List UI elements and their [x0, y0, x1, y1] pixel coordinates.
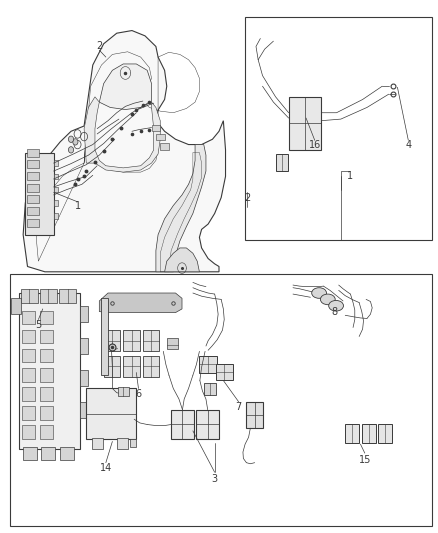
Text: 4: 4	[405, 140, 411, 150]
Polygon shape	[23, 30, 226, 272]
Bar	[378, 424, 392, 442]
Bar	[86, 389, 136, 439]
Bar	[25, 152, 53, 235]
Bar	[196, 410, 219, 439]
Circle shape	[68, 136, 74, 142]
Bar	[345, 424, 359, 442]
Bar	[59, 289, 76, 303]
Bar	[19, 293, 80, 449]
Bar	[167, 338, 178, 349]
Bar	[160, 143, 169, 150]
Bar	[171, 410, 194, 439]
Bar	[80, 370, 88, 386]
Bar	[204, 383, 216, 395]
Bar	[40, 425, 53, 439]
Bar	[276, 154, 288, 171]
Bar	[53, 214, 58, 219]
Text: 1: 1	[74, 200, 81, 211]
Bar	[22, 349, 35, 362]
Polygon shape	[99, 293, 182, 313]
Text: 7: 7	[236, 402, 242, 412]
Bar	[143, 330, 159, 351]
Bar	[92, 438, 103, 449]
Text: 14: 14	[100, 463, 112, 473]
Text: 8: 8	[331, 306, 337, 317]
Polygon shape	[156, 144, 206, 272]
Bar	[40, 368, 53, 382]
Bar	[104, 330, 120, 351]
Bar	[80, 402, 88, 418]
Bar	[118, 387, 129, 397]
Bar	[40, 406, 53, 419]
Bar	[289, 97, 321, 150]
Polygon shape	[130, 439, 136, 447]
Bar	[60, 447, 74, 460]
Ellipse shape	[328, 301, 343, 311]
Bar	[362, 424, 376, 442]
Text: 15: 15	[359, 455, 371, 465]
Bar	[27, 172, 39, 180]
Bar	[10, 274, 432, 526]
Bar	[27, 184, 39, 192]
Bar	[11, 298, 21, 314]
Bar	[53, 200, 58, 206]
Circle shape	[73, 139, 78, 145]
Bar	[40, 329, 53, 343]
Bar	[22, 329, 35, 343]
Bar	[21, 289, 38, 303]
Bar	[123, 356, 140, 377]
Bar	[143, 356, 159, 377]
Bar	[22, 425, 35, 439]
Bar	[53, 187, 58, 192]
Bar	[27, 196, 39, 204]
Text: 5: 5	[35, 320, 42, 330]
Text: 16: 16	[309, 140, 321, 150]
Text: 9: 9	[110, 344, 116, 354]
Bar	[156, 134, 165, 140]
Bar	[247, 402, 263, 428]
Ellipse shape	[321, 294, 335, 305]
Bar	[27, 219, 39, 227]
Bar	[22, 387, 35, 401]
Polygon shape	[84, 97, 160, 172]
Polygon shape	[99, 64, 152, 110]
Bar	[22, 368, 35, 382]
Text: 1: 1	[346, 172, 353, 181]
Polygon shape	[165, 248, 199, 272]
Text: 2: 2	[244, 192, 251, 203]
Bar	[40, 349, 53, 362]
Text: 3: 3	[212, 474, 218, 483]
Bar	[117, 438, 127, 449]
Bar	[199, 356, 217, 373]
Bar	[245, 17, 432, 240]
Bar	[215, 364, 233, 381]
Text: 6: 6	[135, 389, 141, 399]
Bar	[42, 447, 55, 460]
Bar	[27, 149, 39, 157]
Circle shape	[68, 147, 74, 153]
Ellipse shape	[312, 288, 326, 298]
Bar	[22, 406, 35, 419]
Bar	[40, 387, 53, 401]
Bar	[152, 125, 160, 131]
Bar	[53, 174, 58, 179]
Bar	[104, 356, 120, 377]
Text: 2: 2	[96, 42, 102, 52]
Bar	[80, 338, 88, 354]
Bar	[123, 330, 140, 351]
Bar	[27, 207, 39, 215]
Bar	[101, 298, 109, 375]
Bar	[80, 306, 88, 322]
Bar	[40, 311, 53, 324]
Bar	[27, 160, 39, 168]
Bar	[40, 289, 57, 303]
Bar	[22, 311, 35, 324]
Bar	[23, 447, 37, 460]
Bar	[53, 160, 58, 166]
